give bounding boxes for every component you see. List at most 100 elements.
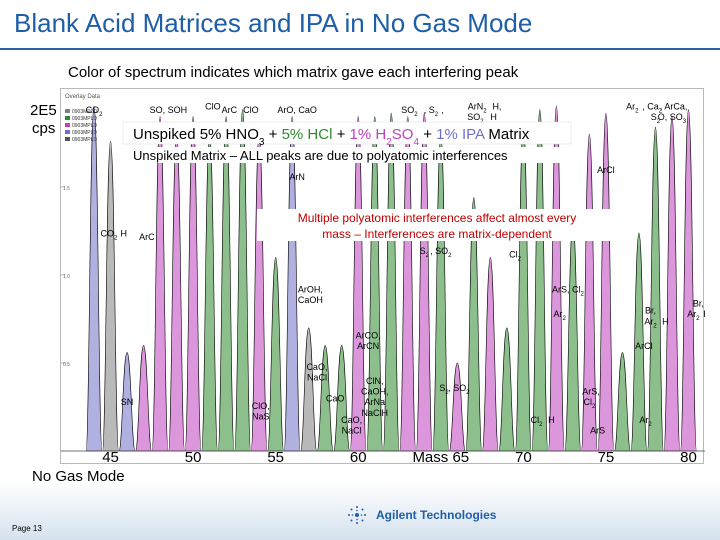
peak-annotation: CaOH <box>298 295 323 305</box>
spectrum-peak <box>102 140 119 452</box>
spectrum-peak <box>614 352 631 452</box>
spectrum-peak <box>564 221 582 452</box>
peak-annotation: Br, <box>645 306 656 316</box>
peak-annotation: CaO, <box>341 415 362 425</box>
peak-annotation: ArN2 <box>468 102 488 115</box>
legend-swatch <box>65 137 70 141</box>
window-title: Overlay Data <box>65 94 101 100</box>
spectrum-peak <box>399 116 417 452</box>
spectrum-peak <box>217 116 235 452</box>
peak-annotation: H <box>662 316 669 326</box>
spectrum-peak <box>647 126 664 452</box>
spectrum-peak <box>300 327 317 452</box>
spectrum-peak <box>283 116 301 452</box>
spectrum-peak <box>465 197 483 452</box>
peak-annotation: , SO2 <box>430 246 452 259</box>
peak-annotation: ArC <box>222 105 238 115</box>
legend-entry: 0903MPLD <box>72 116 97 122</box>
peak-annotation: ArOH, <box>298 285 323 295</box>
x-tick-label: 70 <box>515 449 532 465</box>
peak-annotation: Ar2 <box>626 102 639 115</box>
spectrum-peak <box>515 123 532 452</box>
spectrum-peak <box>234 109 251 452</box>
spectrum-peak <box>184 116 202 452</box>
restricted-label: Agilent Restricted <box>639 478 702 487</box>
peak-annotation: NaCl <box>342 425 362 435</box>
peak-annotation: , ArCa, <box>660 102 688 112</box>
peak-annotation: ArNa <box>364 397 385 407</box>
spectrum-peak <box>548 105 565 452</box>
spectrum-peak <box>663 116 681 452</box>
agilent-spark-icon <box>348 506 366 524</box>
peak-annotation: ArS, <box>582 387 600 397</box>
title-rule <box>0 48 720 50</box>
peak-annotation: NaClH <box>361 408 388 418</box>
peak-annotation: , S2 <box>424 105 439 118</box>
peak-annotation: ArCO, <box>356 330 381 340</box>
peak-annotation: ArCN <box>357 341 379 351</box>
peak-annotation: SO, SOH <box>150 105 188 115</box>
spectrum-peak <box>135 345 152 452</box>
spectrum-peak <box>531 109 549 452</box>
peak-annotation: H <box>703 309 705 319</box>
peak-annotation: ArCl <box>635 341 653 351</box>
x-tick-label: 55 <box>267 449 284 465</box>
matrix-label: Unspiked 5% HNO3 + 5% HCl + 1% H2SO4 + 1… <box>133 126 530 148</box>
peak-annotation: S2 <box>439 383 449 396</box>
peak-annotation: CO2 <box>86 105 104 118</box>
spectrum-peak <box>597 112 615 452</box>
peak-annotation: S2 <box>420 246 430 259</box>
spectrum-peak <box>630 232 648 452</box>
peak-annotation: , Ca2 <box>642 102 663 115</box>
peak-annotation: H <box>120 228 127 238</box>
footer-band <box>0 482 720 540</box>
peak-annotation: CaO <box>326 394 345 404</box>
agilent-logo-text: Agilent Technologies <box>376 508 497 522</box>
note-matrix-dependent: mass – Interferences are matrix-dependen… <box>322 227 552 241</box>
spectrum-peak <box>316 345 334 452</box>
x-tick-label: Mass 65 <box>412 449 469 465</box>
x-tick-label: 75 <box>598 449 615 465</box>
legend-entry: 0903MPLD <box>72 130 97 136</box>
spectrum-peak <box>267 257 284 452</box>
spectrum-plot: Overlay Data 0.5 1.0 1.5 0903MPLD 0903MPLD 090… <box>60 88 705 465</box>
matrix-box-bg <box>122 121 572 145</box>
peak-annotation: H <box>548 415 555 425</box>
spectrum-peak <box>432 133 450 452</box>
peak-annotation: Br, <box>693 299 704 309</box>
peak-annotation: O, SO3 <box>658 112 687 125</box>
note1-bg <box>125 147 565 163</box>
slide-title: Blank Acid Matrices and IPA in No Gas Mo… <box>14 8 533 38</box>
x-tick-label: 50 <box>185 449 202 465</box>
note-polyatomic: Unspiked Matrix – ALL peaks are due to p… <box>133 148 508 163</box>
note2-bg <box>257 209 617 241</box>
note-matrix-dependent: Multiple polyatomic interferences affect… <box>298 211 577 225</box>
slide-subtitle: Color of spectrum indicates which matrix… <box>68 64 519 81</box>
spectrum-peak <box>449 362 466 452</box>
spectrum-peak <box>680 109 697 452</box>
peak-annotation: SN <box>121 397 134 407</box>
x-tick-label: 45 <box>102 449 119 465</box>
peak-annotation: SO2 <box>401 105 418 118</box>
legend-entry: 0903MPLD <box>72 123 97 129</box>
x-tick-label: 80 <box>680 449 697 465</box>
peak-annotation: ArCl <box>597 165 615 175</box>
peak-annotation: NaCl <box>307 373 327 383</box>
peak-annotation: S2 <box>651 112 661 125</box>
y-unit-label: cps <box>32 120 56 137</box>
x-tick-label: 60 <box>350 449 367 465</box>
y-tick-label: 1.0 <box>63 274 70 280</box>
legend-swatch <box>65 123 70 127</box>
spectrum-peak <box>118 352 136 452</box>
peak-annotation: CaO, <box>306 362 327 372</box>
matrix-box: Unspiked 5% HNO3 + 5% HCl + 1% H2SO4 + 1… <box>122 121 572 148</box>
peak-annotation: NaS <box>252 411 270 421</box>
mode-label: No Gas Mode <box>32 468 125 485</box>
peak-annotation: H, <box>492 102 501 112</box>
spectrum-peak <box>168 133 185 452</box>
spectrum-peak <box>581 133 598 452</box>
peak-annotation: ArN <box>289 172 305 182</box>
spectrum-peak <box>85 105 103 452</box>
spectrum-peak <box>415 112 433 452</box>
agilent-logo: Agilent Technologies <box>346 504 496 526</box>
